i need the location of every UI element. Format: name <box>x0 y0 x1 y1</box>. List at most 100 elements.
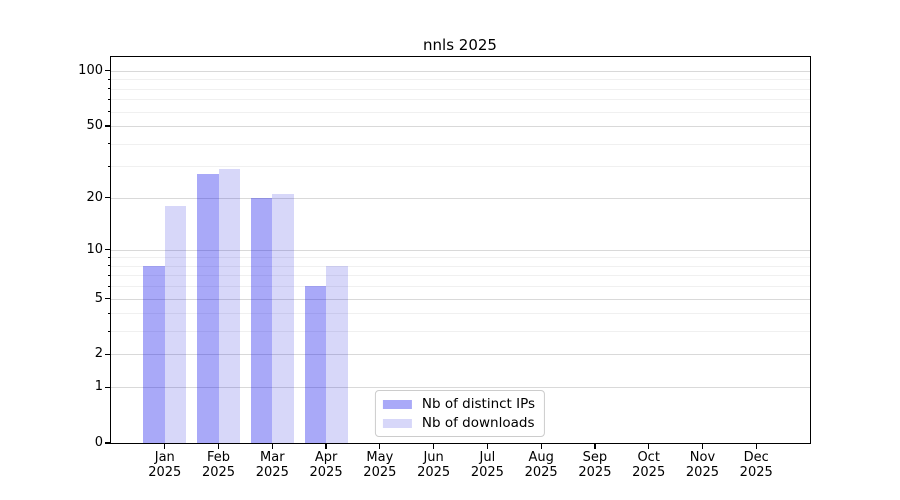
x-tick-label: Nov 2025 <box>667 450 737 480</box>
x-tick-label-year: 2025 <box>470 465 504 480</box>
legend-label: Nb of distinct IPs <box>421 396 536 412</box>
y-tick-mark <box>105 196 111 199</box>
y-minor-tick-mark <box>108 165 111 167</box>
y-tick-mark <box>105 249 111 251</box>
x-tick-mark <box>433 444 435 449</box>
y-minor-tick-mark <box>108 98 111 100</box>
y-tick-label: 10 <box>86 241 103 257</box>
x-tick-mark <box>217 444 220 449</box>
major-gridline <box>111 70 810 72</box>
y-tick-label: 100 <box>78 62 103 78</box>
y-minor-tick-mark <box>108 143 111 145</box>
x-tick-label-year: 2025 <box>632 465 666 480</box>
minor-gridline <box>111 257 810 259</box>
bar <box>218 168 241 443</box>
legend-label: Nb of downloads <box>421 415 535 431</box>
x-tick-label-month: Aug <box>528 450 554 465</box>
x-tick-label-year: 2025 <box>417 465 451 480</box>
bar <box>143 265 165 443</box>
x-tick-mark <box>701 444 704 449</box>
x-tick-label-month: May <box>366 450 394 465</box>
y-minor-tick-mark <box>108 285 111 287</box>
major-gridline <box>111 197 810 199</box>
x-tick-label-year: 2025 <box>578 465 612 480</box>
minor-gridline <box>111 111 810 113</box>
y-tick-mark <box>105 70 111 72</box>
bar <box>326 265 348 443</box>
x-tick-label-month: Oct <box>637 450 660 465</box>
x-tick-label-month: Nov <box>689 450 716 465</box>
left-spine <box>109 56 111 444</box>
y-tick-mark <box>105 353 111 355</box>
bar <box>304 286 327 443</box>
x-tick-label-month: Jul <box>479 450 496 465</box>
x-tick-label: May 2025 <box>345 450 415 480</box>
major-gridline <box>111 249 810 251</box>
top-spine <box>110 55 811 57</box>
major-gridline <box>111 387 810 389</box>
x-tick-label: Feb 2025 <box>184 450 254 480</box>
x-tick-label-year: 2025 <box>201 465 236 480</box>
y-minor-tick-mark <box>108 78 111 80</box>
minor-gridline <box>111 99 810 101</box>
y-tick-label: 50 <box>86 117 103 133</box>
y-tick-mark <box>105 125 111 127</box>
chart-title: nnls 2025 <box>423 36 497 54</box>
x-tick-mark <box>755 444 757 449</box>
plot-area <box>109 55 812 445</box>
minor-gridline <box>111 166 810 168</box>
x-tick-mark <box>164 444 166 449</box>
y-minor-tick-mark <box>108 265 111 267</box>
x-tick-label: Jul 2025 <box>452 450 522 480</box>
y-tick-label: 5 <box>94 290 103 306</box>
major-gridline <box>111 298 810 300</box>
y-tick-label: 0 <box>94 435 103 450</box>
x-tick-mark <box>325 444 327 449</box>
x-tick-label-month: Apr <box>314 450 338 465</box>
major-gridline <box>111 354 810 356</box>
x-tick-label-month: Mar <box>260 450 285 465</box>
bar <box>197 174 219 443</box>
x-tick-label: Dec 2025 <box>721 450 791 480</box>
y-tick-mark <box>105 297 111 300</box>
bar <box>164 205 187 443</box>
legend-entry: Nb of downloads <box>382 415 535 431</box>
y-minor-tick-mark <box>108 330 111 332</box>
y-minor-tick-mark <box>108 88 111 90</box>
bar <box>272 193 294 443</box>
x-tick-label: Apr 2025 <box>291 450 361 480</box>
minor-gridline <box>111 331 810 333</box>
bottom-spine <box>110 443 811 445</box>
x-tick-label-year: 2025 <box>309 465 343 480</box>
x-tick-mark <box>594 444 596 449</box>
legend-entry: Nb of distinct IPs <box>382 396 536 412</box>
minor-gridline <box>111 313 810 315</box>
x-tick-mark <box>271 444 273 449</box>
x-tick-mark <box>540 444 542 449</box>
x-tick-mark <box>486 444 488 449</box>
minor-gridline <box>111 79 810 81</box>
minor-gridline <box>111 88 810 90</box>
minor-gridline <box>111 275 810 277</box>
legend: Nb of distinct IPs Nb of downloads <box>374 390 546 437</box>
right-spine <box>810 56 812 444</box>
x-tick-label-month: Jan <box>154 450 175 465</box>
y-tick-mark <box>105 442 111 444</box>
minor-gridline <box>111 286 810 288</box>
minor-gridline <box>111 143 810 145</box>
x-tick-label-month: Jun <box>423 450 444 465</box>
x-tick-label: Oct 2025 <box>614 450 684 480</box>
x-tick-label-year: 2025 <box>739 465 773 480</box>
x-tick-label: Jun 2025 <box>399 450 469 480</box>
x-tick-label: Mar 2025 <box>237 450 307 480</box>
x-tick-label-year: 2025 <box>685 465 719 480</box>
y-minor-tick-mark <box>108 111 111 113</box>
x-tick-label-year: 2025 <box>524 465 558 480</box>
x-tick-label-year: 2025 <box>148 465 182 480</box>
x-tick-label-month: Dec <box>743 450 769 465</box>
x-tick-label: Sep 2025 <box>560 450 630 480</box>
x-tick-label-month: Feb <box>207 450 231 465</box>
x-tick-label-month: Sep <box>582 450 608 465</box>
major-gridline <box>111 125 810 127</box>
x-tick-mark <box>648 444 650 449</box>
